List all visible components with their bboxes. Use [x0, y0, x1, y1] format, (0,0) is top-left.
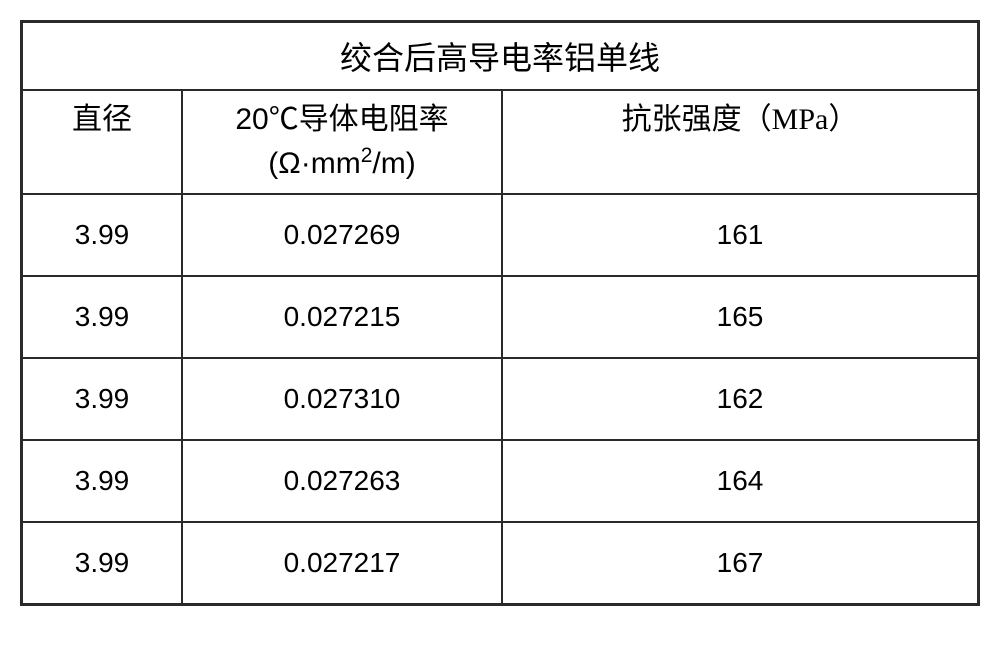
- table-row: 3.990.027310162: [23, 359, 977, 441]
- cell-diameter: 3.99: [23, 277, 183, 357]
- cell-tensile: 167: [503, 523, 977, 603]
- cell-diameter: 3.99: [23, 523, 183, 603]
- header-resistivity: 20℃导体电阻率 (Ω·mm2/m): [183, 91, 503, 193]
- data-table: 绞合后高导电率铝单线 直径 20℃导体电阻率 (Ω·mm2/m) 抗张强度（MP…: [20, 20, 980, 606]
- header-resistivity-unit-prefix: (Ω·mm: [268, 147, 360, 180]
- cell-resistivity: 0.027215: [183, 277, 503, 357]
- cell-tensile: 164: [503, 441, 977, 521]
- cell-tensile: 165: [503, 277, 977, 357]
- table-row: 3.990.027217167: [23, 523, 977, 603]
- table-title: 绞合后高导电率铝单线: [23, 23, 977, 91]
- header-diameter: 直径: [23, 91, 183, 193]
- header-resistivity-unit-suffix: /m): [372, 147, 415, 180]
- table-row: 3.990.027263164: [23, 441, 977, 523]
- cell-diameter: 3.99: [23, 441, 183, 521]
- header-resistivity-unit-exp: 2: [361, 144, 373, 167]
- table-row: 3.990.027269161: [23, 195, 977, 277]
- header-resistivity-temp: 20: [235, 103, 268, 136]
- header-tensile-label: 抗张强度（MPa）: [622, 99, 859, 141]
- table-row: 3.990.027215165: [23, 277, 977, 359]
- cell-resistivity: 0.027263: [183, 441, 503, 521]
- table-header-row: 直径 20℃导体电阻率 (Ω·mm2/m) 抗张强度（MPa）: [23, 91, 977, 195]
- cell-resistivity: 0.027217: [183, 523, 503, 603]
- cell-tensile: 162: [503, 359, 977, 439]
- cell-resistivity: 0.027310: [183, 359, 503, 439]
- header-resistivity-label: 导体电阻率: [299, 103, 449, 136]
- cell-diameter: 3.99: [23, 195, 183, 275]
- cell-tensile: 161: [503, 195, 977, 275]
- cell-resistivity: 0.027269: [183, 195, 503, 275]
- header-diameter-label: 直径: [72, 99, 132, 141]
- table-body: 3.990.0272691613.990.0272151653.990.0273…: [23, 195, 977, 603]
- header-resistivity-temp-unit: ℃: [269, 103, 299, 136]
- cell-diameter: 3.99: [23, 359, 183, 439]
- header-tensile: 抗张强度（MPa）: [503, 91, 977, 193]
